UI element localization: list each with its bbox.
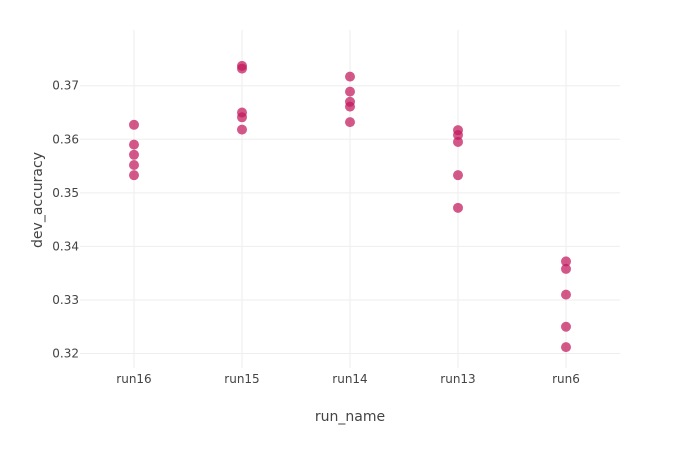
data-point[interactable]	[129, 159, 139, 170]
data-point[interactable]	[561, 321, 571, 332]
axis-layer: run16 run15 run14 run13 run6 0.32 0.33 0.34 0.35…	[52, 79, 580, 386]
x-axis-title: run_name	[315, 409, 385, 425]
data-point[interactable]	[129, 139, 139, 150]
data-point[interactable]	[453, 202, 463, 213]
y-tick-label: 0.32	[52, 347, 79, 361]
data-point[interactable]	[345, 71, 355, 82]
y-tick-label: 0.33	[52, 293, 79, 307]
data-point[interactable]	[129, 119, 139, 130]
data-point[interactable]	[345, 117, 355, 128]
data-point[interactable]	[237, 63, 247, 74]
x-tick-label: run14	[332, 372, 367, 386]
grid-layer	[80, 30, 620, 368]
y-tick-label: 0.37	[52, 79, 79, 93]
x-tick-label: run15	[224, 372, 259, 386]
x-tick-label: run13	[440, 372, 475, 386]
y-tick-label: 0.34	[52, 239, 79, 253]
y-tick-label: 0.36	[52, 132, 79, 146]
data-point[interactable]	[345, 101, 355, 112]
data-point[interactable]	[129, 149, 139, 160]
x-tick-label: run16	[116, 372, 151, 386]
data-point[interactable]	[561, 256, 571, 267]
x-tick-label: run6	[552, 372, 580, 386]
data-point[interactable]	[237, 112, 247, 123]
data-point[interactable]	[561, 289, 571, 300]
points-layer	[129, 60, 571, 353]
data-point[interactable]	[453, 136, 463, 147]
data-point[interactable]	[345, 86, 355, 97]
data-point[interactable]	[453, 129, 463, 140]
y-tick-label: 0.35	[52, 186, 79, 200]
data-point[interactable]	[561, 263, 571, 274]
data-point[interactable]	[129, 170, 139, 181]
data-point[interactable]	[561, 342, 571, 353]
data-point[interactable]	[237, 124, 247, 135]
y-axis-title: dev_accuracy	[30, 152, 46, 248]
data-point[interactable]	[453, 170, 463, 181]
